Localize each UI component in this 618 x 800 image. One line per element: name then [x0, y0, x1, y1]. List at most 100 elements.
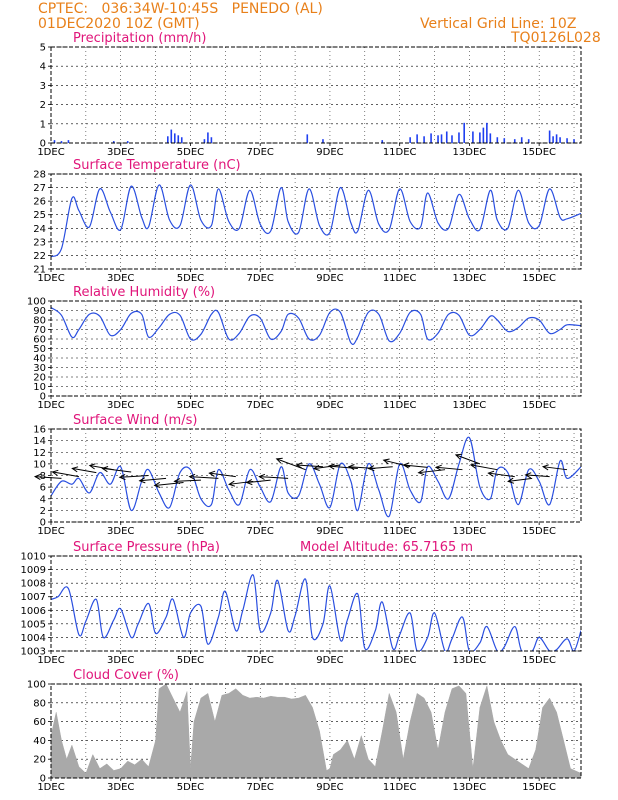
- humidity-ytick-label: 0: [40, 392, 46, 403]
- pressure-ytick-label: 1005: [21, 619, 46, 630]
- cloud-cover-ytick-label: 20: [33, 755, 46, 766]
- precipitation-xtick-label: 15DEC: [522, 147, 556, 158]
- humidity-ytick-label: 10: [33, 382, 46, 393]
- temperature-ytick-label: 27: [33, 183, 46, 194]
- wind-arrow: [368, 466, 393, 470]
- cloud-cover-xtick-label: 15DEC: [522, 782, 556, 793]
- wind-title: Surface Wind (m/s): [73, 413, 197, 428]
- cloud-cover-panel: 0 20 40 60 80 100 1DEC 3DEC 5DEC 7DEC 9DEC 11DEC 13D…: [27, 668, 582, 793]
- temperature-xtick-label: 13DEC: [453, 273, 487, 284]
- precipitation-bar: [180, 137, 183, 143]
- wind-arrow: [246, 479, 271, 484]
- temperature-ytick-label: 28: [33, 170, 46, 181]
- wind-xtick-label: 11DEC: [383, 526, 417, 537]
- wind-arrow: [296, 464, 324, 468]
- humidity-xtick-label: 5DEC: [177, 400, 204, 411]
- precipitation-bar: [520, 137, 523, 143]
- grid-line-note: Vertical Grid Line: 10Z: [420, 16, 577, 32]
- wind-arrow: [455, 454, 481, 465]
- wind-arrow: [436, 466, 463, 471]
- humidity-ytick-label: 30: [33, 363, 46, 374]
- wind-xtick-label: 7DEC: [247, 526, 274, 537]
- humidity-xtick-label: 11DEC: [383, 400, 417, 411]
- wind-arrow-head: [258, 473, 266, 480]
- precipitation-ytick-label: 3: [40, 81, 46, 92]
- precipitation-ytick-label: 5: [40, 43, 46, 54]
- wind-arrow-head: [173, 478, 181, 485]
- temperature-panel: 21 22 23 24 25 26 27 28 1DEC 3DEC 5DEC 7DEC 9DEC 11DE…: [33, 158, 582, 284]
- pressure-xtick-label: 9DEC: [316, 655, 343, 666]
- pressure-xtick-label: 7DEC: [247, 655, 274, 666]
- wind-ytick-label: 14: [33, 436, 46, 447]
- temperature-ytick-label: 22: [33, 251, 46, 262]
- wind-arrow: [525, 474, 550, 478]
- pressure-ytick-label: 1008: [21, 579, 46, 590]
- wind-xtick-label: 9DEC: [316, 526, 343, 537]
- precipitation-bar: [167, 136, 169, 143]
- pressure-ytick-label: 1004: [21, 633, 46, 644]
- wind-ytick-label: 0: [40, 518, 46, 529]
- pressure-xtick-label: 15DEC: [522, 655, 556, 666]
- precipitation-bar: [552, 136, 554, 143]
- wind-ytick-label: 6: [40, 483, 46, 494]
- precipitation-bar: [423, 136, 425, 143]
- wind-arrow-head: [153, 481, 161, 488]
- temperature-xtick-label: 5DEC: [177, 273, 204, 284]
- precipitation-ytick-label: 0: [40, 139, 46, 150]
- wind-arrow-head: [382, 458, 390, 465]
- wind-ytick-label: 16: [33, 425, 46, 436]
- humidity-ytick-label: 40: [33, 354, 46, 365]
- temperature-xtick-label: 7DEC: [247, 273, 274, 284]
- temperature-ytick-label: 23: [33, 237, 46, 248]
- model-id: TQ0126L028: [511, 30, 601, 46]
- cloud-cover-xtick-label: 13DEC: [453, 782, 487, 793]
- humidity-ytick-label: 100: [27, 297, 46, 308]
- precipitation-bar: [430, 133, 432, 143]
- precipitation-xtick-label: 13DEC: [453, 147, 487, 158]
- wind-arrow-head: [347, 464, 355, 471]
- precipitation-bar: [482, 127, 485, 143]
- humidity-ytick-label: 70: [33, 325, 46, 336]
- wind-arrow: [209, 472, 236, 478]
- cloud-cover-ytick-label: 40: [33, 736, 46, 747]
- wind-arrow: [35, 476, 62, 479]
- cloud-cover-xtick-label: 1DEC: [37, 782, 64, 793]
- wind-arrow-head: [33, 473, 41, 481]
- precipitation-bar: [503, 138, 506, 143]
- cloud-cover-xtick-label: 7DEC: [247, 782, 274, 793]
- precipitation-bar: [463, 122, 465, 143]
- wind-arrow-head: [101, 466, 109, 473]
- humidity-xtick-label: 13DEC: [453, 400, 487, 411]
- precipitation-bar: [559, 137, 561, 143]
- precipitation-bar: [416, 134, 418, 143]
- wind-arrow-head: [541, 464, 549, 471]
- precipitation-bar: [445, 131, 448, 143]
- precipitation-bar: [60, 141, 63, 143]
- wind-arrow-head: [367, 465, 375, 472]
- wind-xtick-label: 15DEC: [522, 526, 556, 537]
- wind-arrow: [119, 475, 149, 478]
- wind-ytick-label: 10: [33, 459, 46, 470]
- wind-arrow-head: [118, 473, 126, 481]
- wind-xtick-label: 1DEC: [37, 526, 64, 537]
- wind-ytick-label: 8: [40, 471, 46, 482]
- precipitation-bar: [472, 131, 474, 143]
- temperature-xtick-label: 15DEC: [522, 273, 556, 284]
- wind-arrow: [470, 464, 498, 471]
- precipitation-bar: [486, 122, 488, 143]
- temperature-ytick-label: 21: [33, 265, 46, 276]
- wind-arrow: [139, 477, 167, 482]
- wind-arrow: [259, 476, 289, 479]
- wind-arrow-head: [208, 470, 216, 477]
- precipitation-bar: [440, 134, 443, 143]
- temperature-frame: [50, 173, 582, 270]
- temperature-xtick-label: 1DEC: [37, 273, 64, 284]
- precipitation-title: Precipitation (mm/h): [73, 31, 206, 46]
- wind-arrow: [508, 477, 533, 482]
- run-date-header: 01DEC2020 10Z (GMT): [38, 16, 200, 32]
- wind-arrow: [52, 471, 79, 478]
- precipitation-bar: [437, 135, 439, 143]
- pressure-ytick-label: 1007: [21, 592, 46, 603]
